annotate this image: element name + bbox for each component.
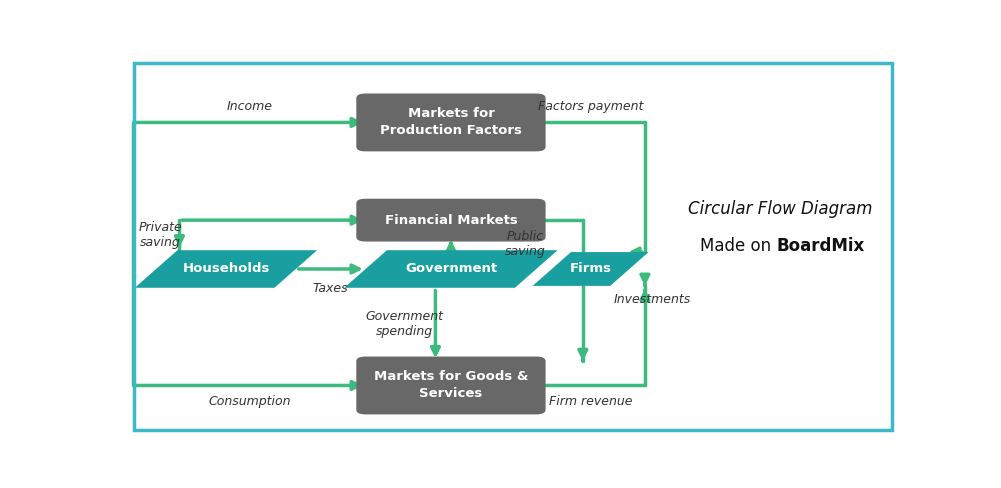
Text: Income: Income (226, 100, 272, 113)
Text: Firm revenue: Firm revenue (549, 395, 633, 408)
Text: Markets for Goods &
Services: Markets for Goods & Services (373, 370, 529, 401)
FancyBboxPatch shape (356, 199, 546, 242)
Text: Made on: Made on (701, 238, 777, 255)
Text: Financial Markets: Financial Markets (384, 214, 518, 226)
Polygon shape (533, 252, 649, 286)
Text: Government: Government (404, 263, 497, 276)
Text: Factors payment: Factors payment (538, 100, 644, 113)
Polygon shape (135, 250, 317, 288)
Text: Circular Flow Diagram: Circular Flow Diagram (689, 200, 873, 218)
FancyBboxPatch shape (356, 94, 546, 151)
Text: Private
saving: Private saving (138, 221, 182, 249)
Text: Markets for
Production Factors: Markets for Production Factors (380, 107, 522, 138)
Text: Government
spending: Government spending (365, 310, 443, 338)
Text: Firms: Firms (570, 263, 612, 276)
Polygon shape (344, 250, 558, 288)
Text: Consumption: Consumption (208, 395, 290, 408)
Text: BoardMix: BoardMix (777, 238, 865, 255)
Text: Investments: Investments (614, 292, 691, 305)
Text: Taxes: Taxes (313, 282, 348, 295)
Text: Households: Households (182, 263, 269, 276)
FancyBboxPatch shape (356, 357, 546, 414)
Text: Public
saving: Public saving (506, 230, 546, 258)
